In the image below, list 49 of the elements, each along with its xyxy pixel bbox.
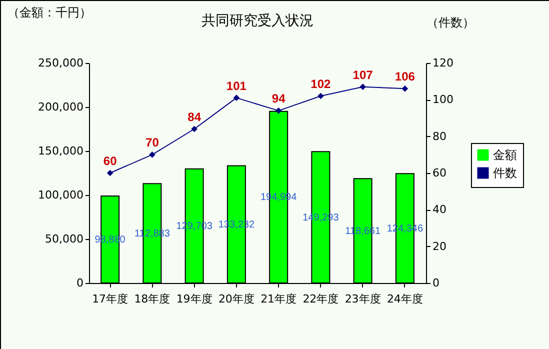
y2-tick-label: 80 [432,130,446,143]
data-label: 118,661 [345,226,381,237]
point [318,92,324,100]
data-label: 124,346 [386,223,424,234]
data-label: 102 [310,77,332,91]
chart-title: 共同研究受入状況 [202,13,314,29]
y2-tick-label: 40 [432,203,446,216]
y-tick-label: 0 [76,276,84,290]
data-label: 112,883 [134,228,170,240]
x-tick-label: 22年度 [302,292,339,306]
y2-tick-label: 60 [432,166,446,180]
y-tick-label: 100,000 [38,188,84,202]
data-label: 149,293 [302,212,340,224]
y2-tick-label: 100 [432,93,454,106]
data-label: 94 [272,92,286,106]
data-label: 107 [352,68,374,82]
y-tick-label: 200,000 [38,100,84,114]
data-label: 60 [103,154,118,168]
data-label: 194,994 [260,192,298,204]
y-tick-label: 150,000 [38,144,84,158]
x-tick-label: 23年度 [344,292,381,306]
legend-label: 金額 [493,148,517,162]
data-label: 133,232 [218,219,255,230]
x-tick-label: 18年度 [134,292,170,306]
x-tick-label: 20年度 [218,292,254,306]
data-label: 129,703 [176,220,213,232]
x-tick-label: 21年度 [260,292,297,306]
x-tick-label: 24年度 [386,292,423,306]
data-label: 84 [188,110,202,124]
point [191,126,198,132]
data-label: 70 [146,136,160,150]
point [402,86,408,92]
y-tick-label: 250,000 [38,56,84,70]
legend-label: 件数 [493,166,517,180]
y-tick-label: 50,000 [45,232,84,246]
data-label: 106 [394,70,416,84]
y2-tick-label: 20 [432,240,446,253]
x-tick-label: 17年度 [92,292,128,306]
y2-tick-label: 0 [432,276,440,290]
data-label: 101 [226,78,247,93]
y-axis-title: （金額：千円） [8,6,92,20]
point [106,170,114,176]
x-tick-label: 19年度 [176,292,212,306]
y2-axis-title: （件数） [426,16,474,30]
point [360,84,366,90]
y2-tick-label: 120 [432,56,454,70]
point [233,94,240,101]
point [275,108,282,114]
point [149,152,156,158]
